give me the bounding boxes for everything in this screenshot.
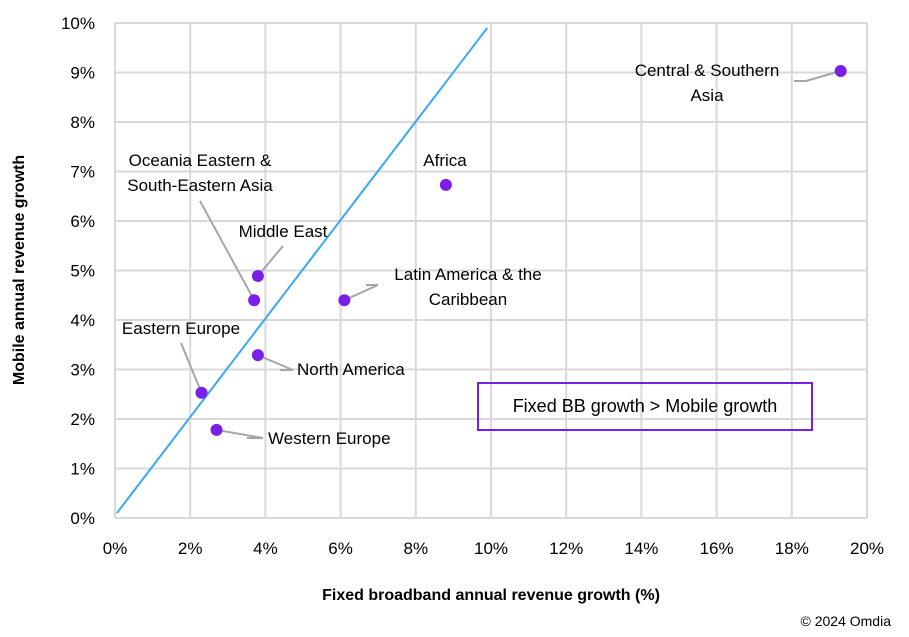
reference-line [116, 27, 489, 514]
x-tick-label: 6% [328, 539, 353, 558]
point-label: Africa [423, 151, 467, 170]
leader-line [216, 428, 264, 439]
y-tick-label: 6% [70, 212, 95, 231]
data-point [251, 269, 264, 282]
x-tick-label: 0% [103, 539, 128, 558]
y-tick-label: 5% [70, 262, 95, 281]
x-tick-label: 2% [178, 539, 203, 558]
point-label: Western Europe [268, 429, 391, 448]
x-tick-label: 10% [474, 539, 508, 558]
point-label: Oceania Eastern & [129, 151, 272, 170]
data-point [210, 423, 223, 436]
leader-line [199, 200, 255, 301]
x-tick-label: 20% [850, 539, 884, 558]
point-label: Latin America & the [394, 265, 541, 284]
x-tick-label: 18% [775, 539, 809, 558]
data-point [251, 349, 264, 362]
data-point [195, 386, 208, 399]
x-tick-label: 8% [404, 539, 429, 558]
x-tick-label: 12% [549, 539, 583, 558]
leader-line [257, 354, 294, 371]
y-tick-label: 8% [70, 113, 95, 132]
x-axis-title: Fixed broadband annual revenue growth (%… [322, 587, 660, 604]
y-tick-label: 9% [70, 64, 95, 83]
y-tick-label: 4% [70, 311, 95, 330]
point-label: Eastern Europe [122, 319, 240, 338]
leader-line [257, 245, 284, 277]
annotation-box: Fixed BB growth > Mobile growth [477, 382, 813, 431]
y-tick-label: 3% [70, 361, 95, 380]
point-label: Asia [690, 86, 724, 105]
leader-line [794, 70, 841, 82]
data-point [834, 65, 847, 78]
point-label: South-Eastern Asia [127, 176, 273, 195]
x-tick-label: 16% [700, 539, 734, 558]
y-tick-label: 1% [70, 460, 95, 479]
leader-line [180, 342, 203, 394]
point-label: North America [297, 360, 405, 379]
y-axis-title: Mobile annual revenue growth [11, 155, 28, 385]
data-point [338, 294, 351, 307]
point-label: Central & Southern [635, 61, 780, 80]
copyright: © 2024 Omdia [800, 613, 891, 629]
x-tick-label: 14% [624, 539, 658, 558]
data-point [248, 294, 261, 307]
y-tick-label: 10% [61, 14, 95, 33]
y-tick-label: 0% [70, 509, 95, 528]
point-label: Caribbean [429, 290, 507, 309]
point-label: Middle East [239, 222, 328, 241]
data-point [439, 178, 452, 191]
x-tick-label: 4% [253, 539, 278, 558]
leader-line [343, 284, 379, 302]
y-tick-label: 7% [70, 163, 95, 182]
y-tick-label: 2% [70, 410, 95, 429]
